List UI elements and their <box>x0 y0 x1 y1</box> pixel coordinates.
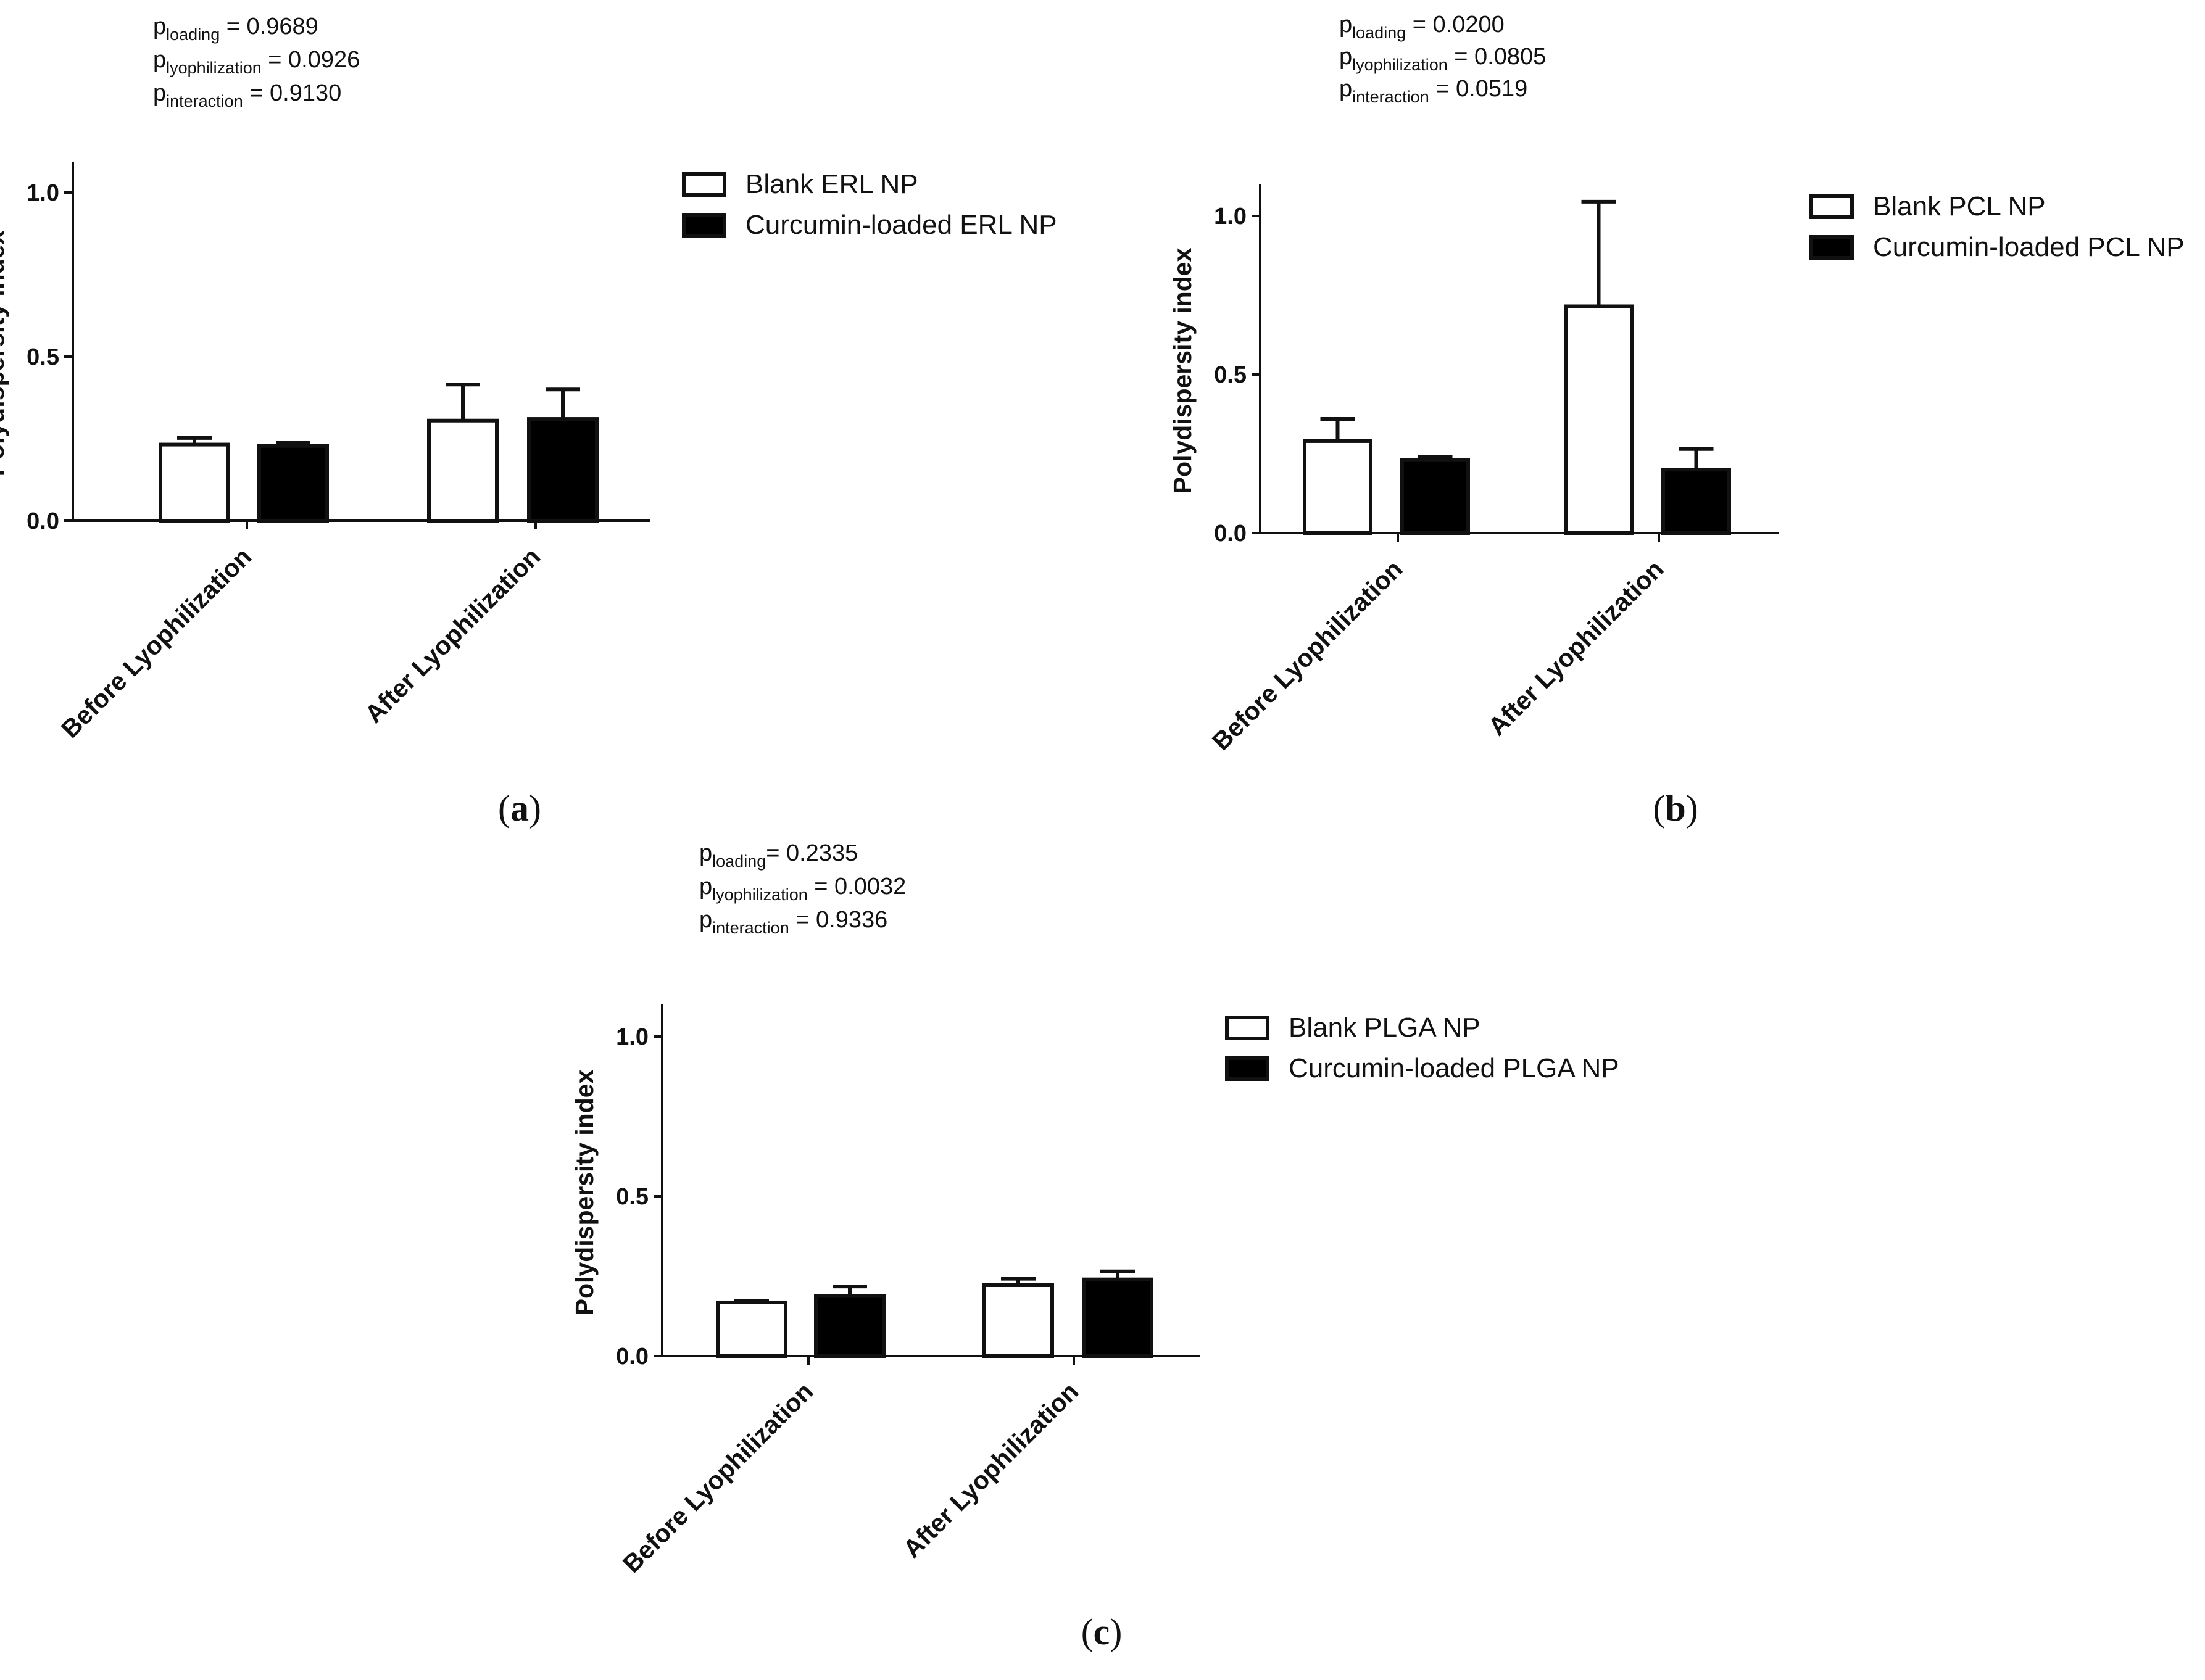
y-tick-label: 0.0 <box>616 1344 649 1370</box>
legend-swatch <box>682 172 726 197</box>
panel-label-open: ( <box>1653 788 1665 829</box>
p-value-symbol: p <box>1339 44 1352 70</box>
panel-label: (b) <box>1653 788 1698 829</box>
p-value-loading: ploading = 0.9689 <box>153 14 318 44</box>
p-value-interaction: pinteraction = 0.0519 <box>1339 76 1527 106</box>
bar <box>427 418 499 523</box>
panel-label-close: ) <box>1686 788 1698 829</box>
panel-label-letter: a <box>510 788 529 829</box>
p-value-subscript: interaction <box>166 92 243 110</box>
bar <box>527 417 599 523</box>
legend-label: Blank PLGA NP <box>1289 1012 1480 1043</box>
panel-label-open: ( <box>1081 1612 1094 1652</box>
bar <box>716 1300 787 1359</box>
p-value-loading: ploading= 0.2335 <box>699 840 858 871</box>
bar <box>1400 458 1470 536</box>
bar <box>1564 304 1634 535</box>
panel-label-open: ( <box>498 788 510 829</box>
p-value-subscript: lyophilization <box>1352 56 1448 74</box>
y-tick-label: 0.0 <box>27 508 59 534</box>
panel-label-letter: b <box>1665 788 1685 829</box>
category-label: After Lyophilization <box>359 542 546 729</box>
p-value-text: = 0.9130 <box>243 80 342 106</box>
p-value-symbol: p <box>153 47 166 73</box>
category-label: Before Lyophilization <box>617 1377 818 1578</box>
bar <box>159 442 230 523</box>
p-value-subscript: interaction <box>712 919 789 937</box>
category-label: Before Lyophilization <box>1206 555 1408 756</box>
y-tick-label: 1.0 <box>616 1024 649 1050</box>
p-value-text: = 0.9689 <box>220 14 318 39</box>
p-value-lyophilization: plyophilization = 0.0032 <box>699 874 906 904</box>
p-value-loading: ploading = 0.0200 <box>1339 12 1505 42</box>
p-value-interaction: pinteraction = 0.9130 <box>153 80 341 110</box>
legend-label: Curcumin-loaded PLGA NP <box>1289 1053 1619 1083</box>
p-value-text: = 0.0200 <box>1406 12 1505 38</box>
panel-label: (a) <box>498 788 541 829</box>
panel-label-letter: c <box>1094 1612 1110 1652</box>
p-value-symbol: p <box>1339 12 1352 38</box>
p-value-interaction: pinteraction = 0.9336 <box>699 907 887 937</box>
p-value-subscript: lyophilization <box>166 59 262 77</box>
y-tick-label: 0.5 <box>27 344 59 370</box>
legend-label: Blank PCL NP <box>1873 191 2046 221</box>
bar <box>1661 468 1731 536</box>
p-value-text: = 0.2335 <box>766 840 858 866</box>
y-tick-label: 0.5 <box>1214 362 1247 388</box>
category-label: Before Lyophilization <box>56 542 257 743</box>
legend-swatch <box>682 213 726 238</box>
y-tick-label: 0.5 <box>616 1184 649 1210</box>
bar <box>814 1294 886 1358</box>
bar <box>257 444 329 523</box>
legend-label: Blank ERL NP <box>745 169 918 199</box>
panel-label-close: ) <box>1110 1612 1122 1652</box>
p-value-symbol: p <box>699 907 712 933</box>
y-tick-label: 1.0 <box>27 180 59 206</box>
y-axis-title: Polydispersity index <box>1168 247 1197 494</box>
bar <box>1082 1277 1153 1358</box>
bar <box>1303 439 1372 535</box>
p-value-symbol: p <box>153 80 166 106</box>
legend-swatch <box>1225 1056 1269 1081</box>
p-value-subscript: lyophilization <box>712 885 808 904</box>
p-value-text: = 0.0519 <box>1429 76 1528 102</box>
y-axis-title: Polydispersity index <box>0 230 9 476</box>
legend-swatch <box>1809 235 1854 260</box>
y-axis-title: Polydispersity index <box>570 1069 599 1315</box>
p-value-symbol: p <box>1339 76 1352 102</box>
bar <box>982 1283 1054 1358</box>
y-tick-label: 0.0 <box>1214 521 1247 547</box>
legend-swatch <box>1809 194 1854 219</box>
p-value-symbol: p <box>699 840 712 866</box>
legend-label: Curcumin-loaded ERL NP <box>745 210 1057 240</box>
p-value-symbol: p <box>153 14 166 39</box>
p-value-text: = 0.0926 <box>262 47 360 73</box>
p-value-subscript: loading <box>166 25 220 44</box>
p-value-lyophilization: plyophilization = 0.0805 <box>1339 44 1546 74</box>
panel-label-close: ) <box>529 788 541 829</box>
p-value-text: = 0.0032 <box>808 874 907 900</box>
p-value-symbol: p <box>699 874 712 900</box>
category-label: After Lyophilization <box>897 1377 1084 1563</box>
p-value-subscript: interaction <box>1352 88 1429 106</box>
p-value-subscript: loading <box>1352 23 1406 42</box>
p-value-subscript: loading <box>712 852 766 871</box>
category-label: After Lyophilization <box>1482 555 1669 741</box>
p-value-text: = 0.9336 <box>789 907 888 933</box>
legend-swatch <box>1225 1016 1269 1040</box>
legend-label: Curcumin-loaded PCL NP <box>1873 232 2185 262</box>
panel-label: (c) <box>1081 1612 1123 1652</box>
p-value-lyophilization: plyophilization = 0.0926 <box>153 47 360 77</box>
p-value-text: = 0.0805 <box>1448 44 1547 70</box>
y-tick-label: 1.0 <box>1214 204 1247 230</box>
